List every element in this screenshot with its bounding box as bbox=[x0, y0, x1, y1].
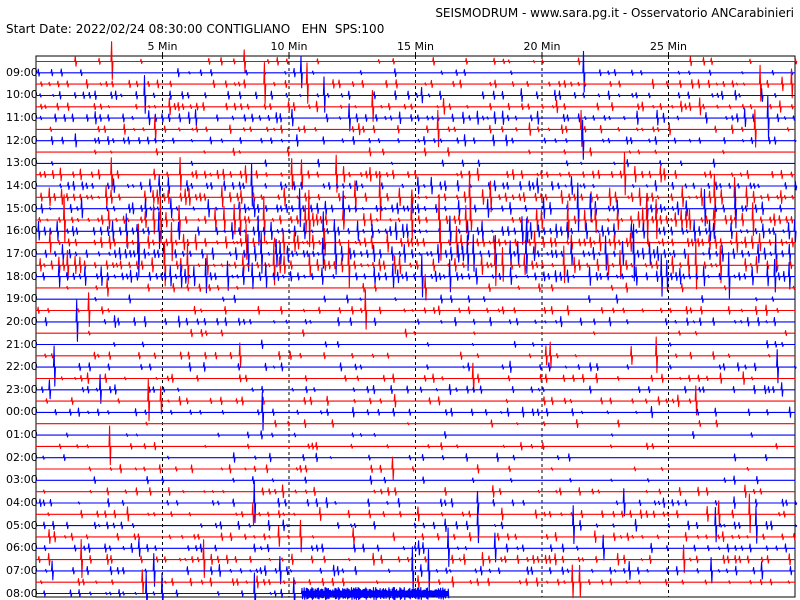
hour-label: 08:00 bbox=[6, 586, 38, 600]
hour-label: 03:00 bbox=[6, 473, 38, 487]
hour-label: 13:00 bbox=[6, 156, 38, 170]
hour-label: 14:00 bbox=[6, 179, 38, 193]
seismic-trace bbox=[36, 452, 795, 463]
hour-label: 19:00 bbox=[6, 292, 38, 306]
seismic-trace bbox=[36, 158, 795, 168]
seismic-trace bbox=[36, 328, 795, 338]
hour-label: 07:00 bbox=[6, 563, 38, 577]
seismic-trace bbox=[36, 475, 795, 485]
minute-tick-label: 20 Min bbox=[523, 40, 561, 53]
seismic-trace bbox=[36, 339, 795, 350]
seismic-trace bbox=[36, 147, 795, 157]
seismic-trace bbox=[36, 505, 798, 545]
hour-label: 06:00 bbox=[6, 541, 38, 555]
seismic-trace bbox=[36, 374, 795, 404]
seismic-trace bbox=[36, 493, 795, 534]
seismic-trace bbox=[36, 480, 798, 524]
hour-label: 22:00 bbox=[6, 360, 38, 374]
start-info: Start Date: 2022/02/24 08:30:00 CONTIGLI… bbox=[6, 22, 384, 36]
hour-label: 23:00 bbox=[6, 382, 38, 396]
seismic-trace bbox=[36, 41, 798, 80]
seismic-trace bbox=[36, 484, 795, 499]
seismic-trace bbox=[36, 211, 797, 250]
seismic-trace bbox=[36, 109, 795, 148]
seismic-trace bbox=[36, 539, 795, 579]
hour-label: 02:00 bbox=[6, 450, 38, 464]
hour-label: 11:00 bbox=[6, 111, 38, 125]
start-date: 2022/02/24 08:30:00 bbox=[75, 22, 203, 36]
minute-tick-label: 10 Min bbox=[270, 40, 308, 53]
seismic-trace bbox=[36, 345, 797, 387]
seismic-trace bbox=[36, 75, 795, 114]
hour-label: 09:00 bbox=[6, 65, 38, 79]
tremor-burst bbox=[301, 587, 450, 600]
hour-label: 04:00 bbox=[6, 495, 38, 509]
seismic-trace bbox=[36, 289, 795, 330]
hour-label: 15:00 bbox=[6, 201, 38, 215]
minute-tick-label: 25 Min bbox=[649, 40, 688, 53]
seismic-trace bbox=[36, 392, 795, 431]
seismic-trace bbox=[36, 527, 795, 568]
seismic-trace bbox=[36, 294, 795, 304]
seismic-trace bbox=[36, 378, 795, 422]
hour-label: 05:00 bbox=[6, 518, 38, 532]
station-title: SEISMODRUM - www.sara.pg.it - Osservator… bbox=[435, 6, 794, 20]
seismic-trace bbox=[36, 119, 797, 160]
hour-label: 16:00 bbox=[6, 224, 38, 238]
minute-tick-label: 5 Min bbox=[147, 40, 178, 53]
seismic-trace bbox=[36, 336, 795, 374]
hour-label: 10:00 bbox=[6, 88, 38, 102]
hour-label: 01:00 bbox=[6, 428, 38, 442]
hour-label: 12:00 bbox=[6, 133, 38, 147]
seismic-trace bbox=[36, 90, 795, 122]
seismic-trace bbox=[36, 163, 798, 207]
seismic-trace bbox=[36, 546, 795, 594]
seismic-trace bbox=[36, 456, 795, 481]
sps: SPS:100 bbox=[334, 22, 385, 36]
hour-label: 00:00 bbox=[6, 405, 38, 419]
seismic-trace bbox=[36, 299, 795, 342]
seismic-trace bbox=[36, 430, 795, 440]
seismic-trace bbox=[36, 425, 795, 466]
seismic-trace bbox=[36, 252, 795, 299]
minute-tick-label: 15 Min bbox=[396, 40, 435, 53]
seismic-trace bbox=[36, 95, 796, 139]
seismic-trace bbox=[36, 519, 796, 553]
seismic-trace bbox=[36, 418, 795, 429]
seismic-trace bbox=[36, 61, 795, 105]
site-name: CONTIGLIANO bbox=[206, 22, 291, 36]
hour-label: 20:00 bbox=[6, 314, 38, 328]
seismic-trace bbox=[36, 273, 796, 301]
seismic-trace bbox=[36, 223, 795, 282]
seismic-trace bbox=[36, 170, 795, 222]
hour-label: 18:00 bbox=[6, 269, 38, 283]
seismic-trace bbox=[36, 238, 795, 290]
seismic-trace bbox=[36, 564, 795, 599]
start-prefix: Start Date: bbox=[6, 22, 72, 36]
seismic-trace bbox=[36, 362, 795, 393]
seismic-trace bbox=[36, 221, 795, 262]
channel: EHN bbox=[301, 22, 328, 36]
hour-label: 21:00 bbox=[6, 337, 38, 351]
hour-label: 17:00 bbox=[6, 246, 38, 260]
seismic-trace bbox=[36, 50, 795, 93]
